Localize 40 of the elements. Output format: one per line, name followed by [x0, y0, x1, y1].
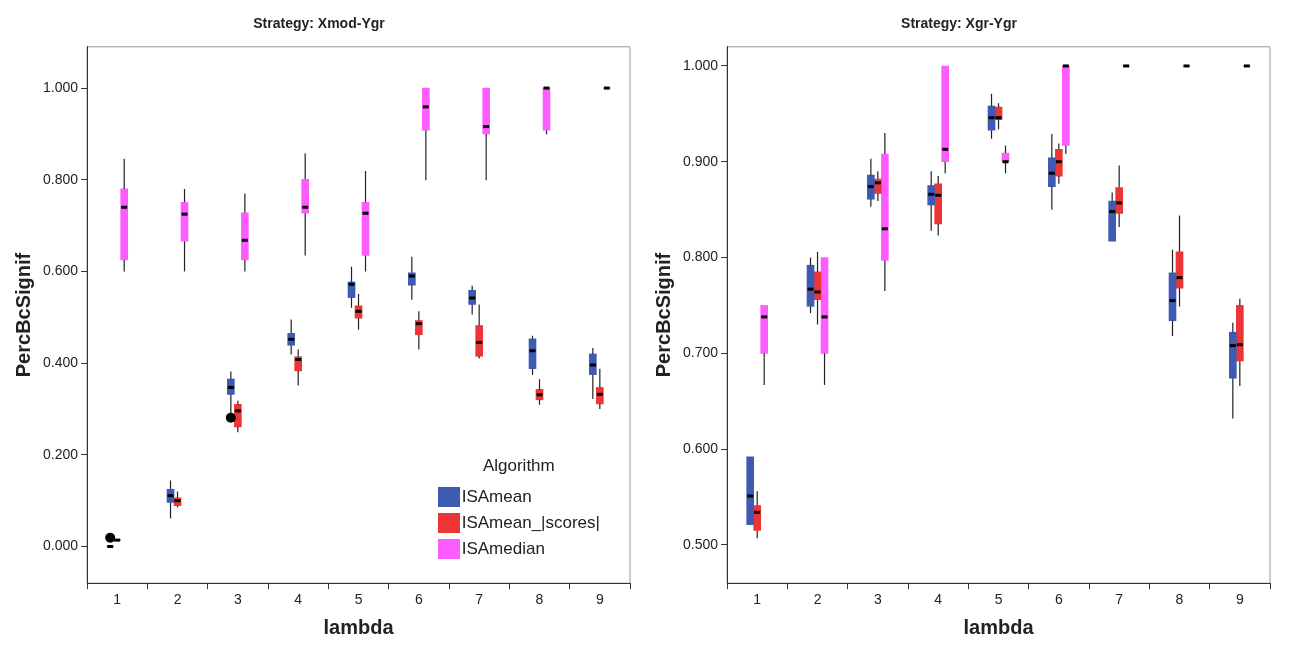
x-tick-label: 4 — [934, 591, 943, 608]
y-tick-label: 1.000 — [682, 56, 719, 73]
x-tick-label: 5 — [994, 591, 1003, 608]
legend-label: ISAmean — [461, 487, 532, 507]
x-tick-label: 1 — [753, 591, 762, 608]
x-axis-title: lambda — [963, 615, 1035, 638]
x-tick-label: 2 — [813, 591, 822, 608]
x-tick-label: 2 — [173, 591, 182, 608]
x-tick-label: 7 — [1115, 591, 1124, 608]
y-tick-label: 0.400 — [42, 354, 79, 370]
y-tick-label: 0.900 — [682, 152, 719, 169]
x-tick-label: 9 — [595, 591, 604, 608]
y-tick-label: 1.000 — [42, 78, 79, 95]
y-tick-label: 0.600 — [42, 262, 79, 279]
chart-title: Strategy: Xgr-Ygr — [901, 15, 1018, 32]
x-tick-label: 3 — [873, 591, 882, 608]
x-tick-label: 6 — [414, 591, 423, 608]
y-tick-label: 0.500 — [682, 535, 719, 552]
x-axis-title: lambda — [323, 615, 395, 638]
legend-label: ISAmedian — [461, 539, 545, 559]
y-tick-label: 0.000 — [42, 537, 79, 554]
legend-title: Algorithm — [481, 456, 556, 476]
y-axis-title: PercBcSignif — [651, 252, 674, 378]
x-tick-label: 5 — [354, 591, 363, 608]
y-axis-title: PercBcSignif — [11, 252, 34, 378]
x-tick-label: 6 — [1054, 591, 1063, 608]
x-tick-label: 7 — [475, 591, 484, 608]
y-tick-label: 0.800 — [42, 170, 79, 187]
y-tick-label: 0.200 — [42, 445, 79, 462]
chart-title: Strategy: Xmod-Ygr — [253, 15, 386, 32]
x-tick-label: 3 — [233, 591, 242, 608]
x-tick-label: 9 — [1235, 591, 1244, 608]
x-tick-label: 4 — [294, 591, 303, 608]
x-tick-label: 8 — [535, 591, 544, 608]
legend-label: ISAmean_|scores| — [461, 513, 600, 533]
y-tick-label: 0.600 — [682, 439, 719, 456]
x-tick-label: 8 — [1175, 591, 1184, 608]
y-tick-label: 0.700 — [682, 344, 719, 361]
x-tick-label: 1 — [113, 591, 122, 608]
y-tick-label: 0.800 — [682, 248, 719, 265]
